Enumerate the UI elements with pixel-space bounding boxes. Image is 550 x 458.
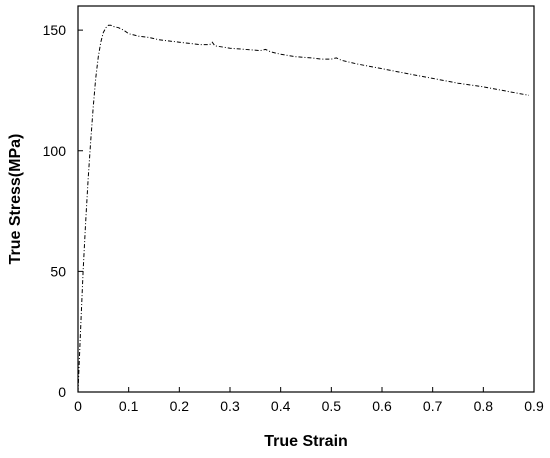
y-axis: 0 50 100 150	[43, 22, 83, 400]
y-tick-label: 50	[50, 263, 66, 279]
x-axis-title: True Strain	[264, 433, 348, 450]
plot-area	[77, 5, 535, 393]
stress-strain-curve	[77, 24, 529, 393]
y-tick-label: 150	[43, 22, 67, 38]
x-tick-label: 0.7	[423, 398, 443, 414]
x-tick-label: 0.9	[524, 398, 544, 414]
x-tick-label: 0.4	[271, 398, 291, 414]
y-tick-label: 100	[43, 143, 67, 159]
x-axis: 0 0.1 0.2 0.3 0.4 0.5 0.6 0.7 0.8 0.9	[74, 387, 544, 414]
x-tick-label: 0.3	[220, 398, 240, 414]
plot-frame	[77, 5, 535, 393]
x-tick-label: 0	[74, 398, 82, 414]
x-tick-label: 0.5	[322, 398, 342, 414]
x-tick-label: 0.2	[170, 398, 190, 414]
y-tick-label: 0	[58, 384, 66, 400]
x-tick-label: 0.8	[474, 398, 494, 414]
y-axis-title: True Stress(MPa)	[7, 134, 24, 265]
x-tick-label: 0.1	[119, 398, 139, 414]
x-tick-label: 0.6	[372, 398, 392, 414]
